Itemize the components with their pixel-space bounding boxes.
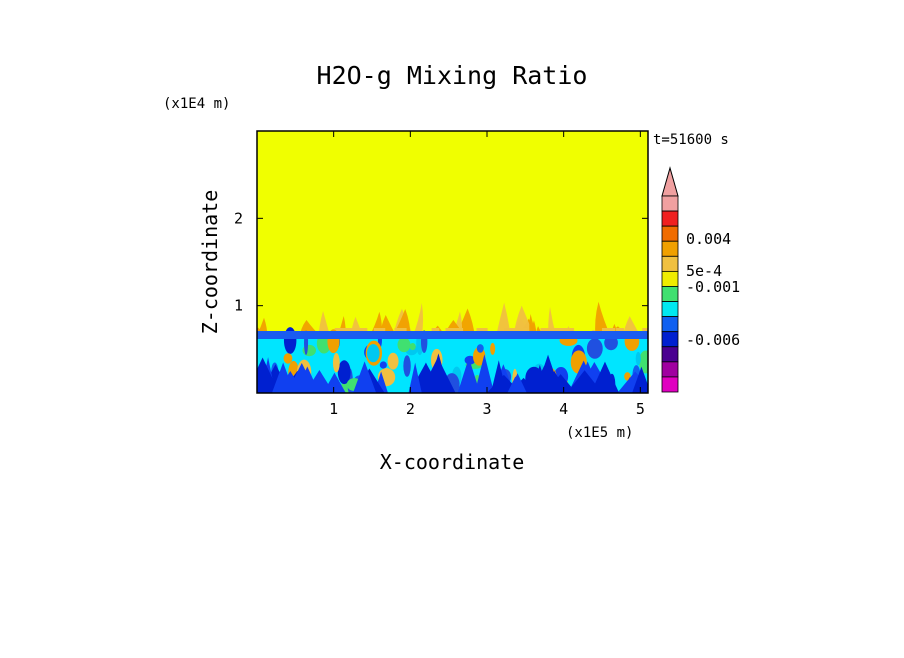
colorbar-label-5e-4: 5e-4 xyxy=(686,262,722,280)
low-column xyxy=(632,366,648,393)
plot-frame xyxy=(256,130,649,394)
plume xyxy=(412,302,424,338)
colorbar-label-neg0006: -0.006 xyxy=(686,331,740,349)
colorbar-label-neg0001: -0.001 xyxy=(686,278,740,296)
low-column xyxy=(457,357,481,393)
colorbar-swatch xyxy=(661,361,679,378)
time-label: t=51600 s xyxy=(653,132,729,148)
colorbar-swatch xyxy=(661,210,679,227)
colorbar-swatch xyxy=(661,270,679,287)
low-patch xyxy=(397,337,411,353)
low-column xyxy=(490,360,507,393)
colorbar-swatch xyxy=(661,225,679,242)
colorbar-swatch xyxy=(661,195,679,212)
low-patch xyxy=(283,353,293,364)
colorbar-swatch xyxy=(661,286,679,302)
low-column xyxy=(565,378,600,393)
low-column xyxy=(257,357,280,393)
x-ticks: 1 2 3 4 5 xyxy=(329,131,645,418)
low-patch xyxy=(379,361,387,369)
low-patch xyxy=(409,342,416,351)
y-ticks: 12 xyxy=(234,209,648,315)
low-patch xyxy=(332,353,340,373)
low-patch xyxy=(366,344,380,363)
plot-area xyxy=(257,131,648,393)
low-patch xyxy=(476,344,484,353)
x-tick-label: 3 xyxy=(482,400,491,418)
colorbar-swatch xyxy=(661,376,679,393)
colorbar-swatch xyxy=(661,240,679,257)
x-unit-label: (x1E5 m) xyxy=(566,425,633,441)
low-patch xyxy=(586,338,603,359)
low-column xyxy=(590,361,620,393)
x-tick-label: 4 xyxy=(559,400,568,418)
low-column xyxy=(295,366,320,393)
x-tick-label: 1 xyxy=(329,400,338,418)
stable-band xyxy=(257,331,648,339)
low-column xyxy=(474,354,495,393)
x-tick-label: 5 xyxy=(636,400,645,418)
low-column xyxy=(427,353,450,393)
y-tick-label: 2 xyxy=(234,209,243,227)
low-patch xyxy=(635,351,641,366)
y-unit-label: (x1E4 m) xyxy=(163,96,230,112)
low-patch xyxy=(464,355,476,365)
colorbar-arrow xyxy=(661,166,679,197)
colorbar-swatch xyxy=(661,316,679,333)
x-axis-label: X-coordinate xyxy=(380,450,525,474)
low-column xyxy=(352,361,377,393)
low-column xyxy=(507,376,524,393)
low-column xyxy=(540,371,568,393)
low-patch xyxy=(624,372,631,381)
low-patch xyxy=(387,352,399,370)
low-patch xyxy=(604,335,618,351)
colorbar-swatch xyxy=(661,346,679,363)
colorbar-swatch xyxy=(661,255,679,272)
chart-title: H2O-g Mixing Ratio xyxy=(317,61,588,90)
low-patches xyxy=(257,327,648,393)
colorbar-swatch xyxy=(661,301,679,318)
colorbar-swatch xyxy=(661,331,679,348)
colorbar-label-0004: 0.004 xyxy=(686,230,731,248)
low-patch xyxy=(337,360,351,385)
x-tick-label: 2 xyxy=(406,400,415,418)
y-axis-label: Z-coordinate xyxy=(198,190,222,335)
y-tick-label: 1 xyxy=(234,297,243,315)
low-column xyxy=(408,362,422,393)
colorbar xyxy=(661,166,679,393)
low-patch xyxy=(403,355,411,377)
low-column xyxy=(271,362,295,393)
low-patch xyxy=(490,342,496,355)
